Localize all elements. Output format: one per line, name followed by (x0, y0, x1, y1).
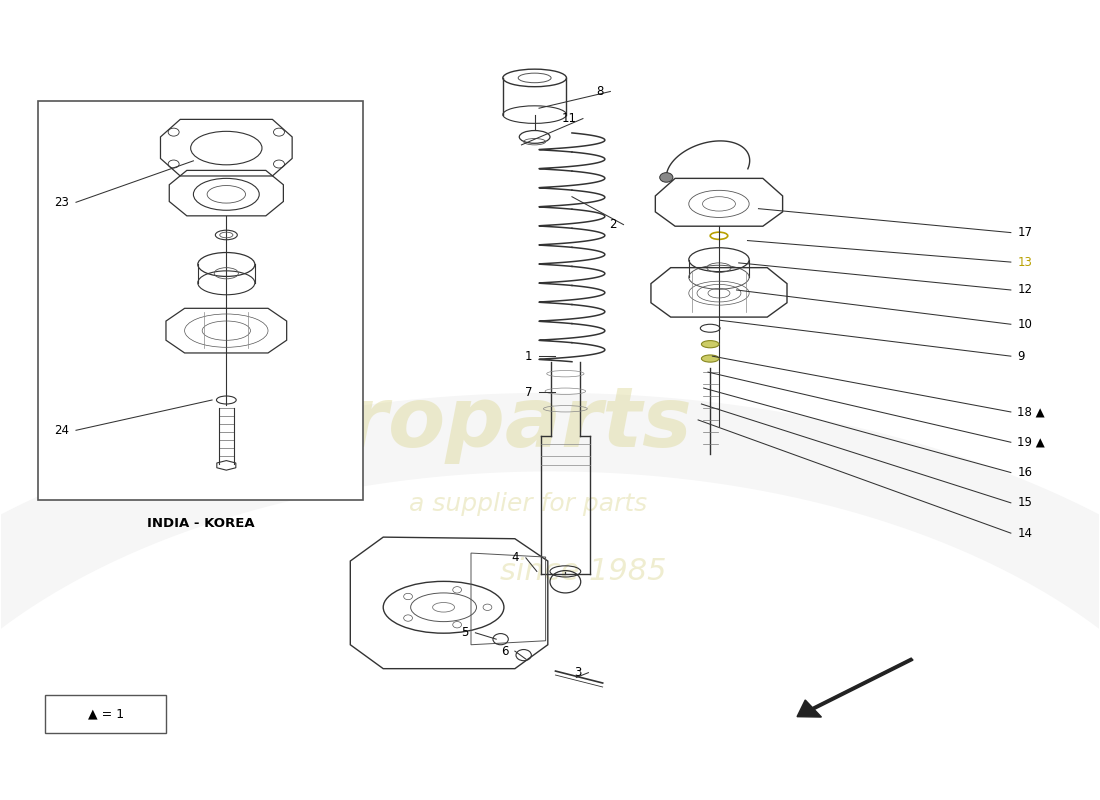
FancyArrow shape (798, 658, 913, 717)
Circle shape (660, 173, 673, 182)
Text: 9: 9 (1018, 350, 1025, 362)
Text: INDIA - KOREA: INDIA - KOREA (146, 517, 254, 530)
Text: 7: 7 (525, 386, 532, 398)
Text: 16: 16 (1018, 466, 1033, 479)
Text: 17: 17 (1018, 226, 1033, 239)
Text: 10: 10 (1018, 318, 1032, 330)
Text: 6: 6 (500, 645, 508, 658)
Text: a supplier for parts: a supplier for parts (409, 492, 647, 516)
Text: 15: 15 (1018, 496, 1032, 510)
Text: 19 ▲: 19 ▲ (1018, 436, 1045, 449)
PathPatch shape (0, 393, 1100, 729)
Text: 12: 12 (1018, 283, 1033, 297)
Text: 11: 11 (561, 112, 576, 125)
Text: europarts: europarts (232, 383, 693, 465)
Text: 1: 1 (525, 350, 532, 362)
FancyBboxPatch shape (45, 695, 166, 734)
Ellipse shape (702, 341, 719, 348)
Text: 8: 8 (596, 85, 604, 98)
Ellipse shape (702, 355, 719, 362)
Text: 14: 14 (1018, 526, 1033, 540)
FancyBboxPatch shape (37, 101, 363, 500)
Text: 24: 24 (54, 424, 69, 437)
Text: 2: 2 (609, 218, 617, 231)
Text: 3: 3 (574, 666, 582, 679)
Text: 4: 4 (512, 551, 519, 564)
Text: 18 ▲: 18 ▲ (1018, 406, 1045, 418)
Text: since 1985: since 1985 (499, 557, 667, 586)
Text: 5: 5 (461, 626, 469, 639)
Text: 23: 23 (55, 196, 69, 209)
Text: 13: 13 (1018, 255, 1032, 269)
Text: ▲ = 1: ▲ = 1 (88, 708, 123, 721)
